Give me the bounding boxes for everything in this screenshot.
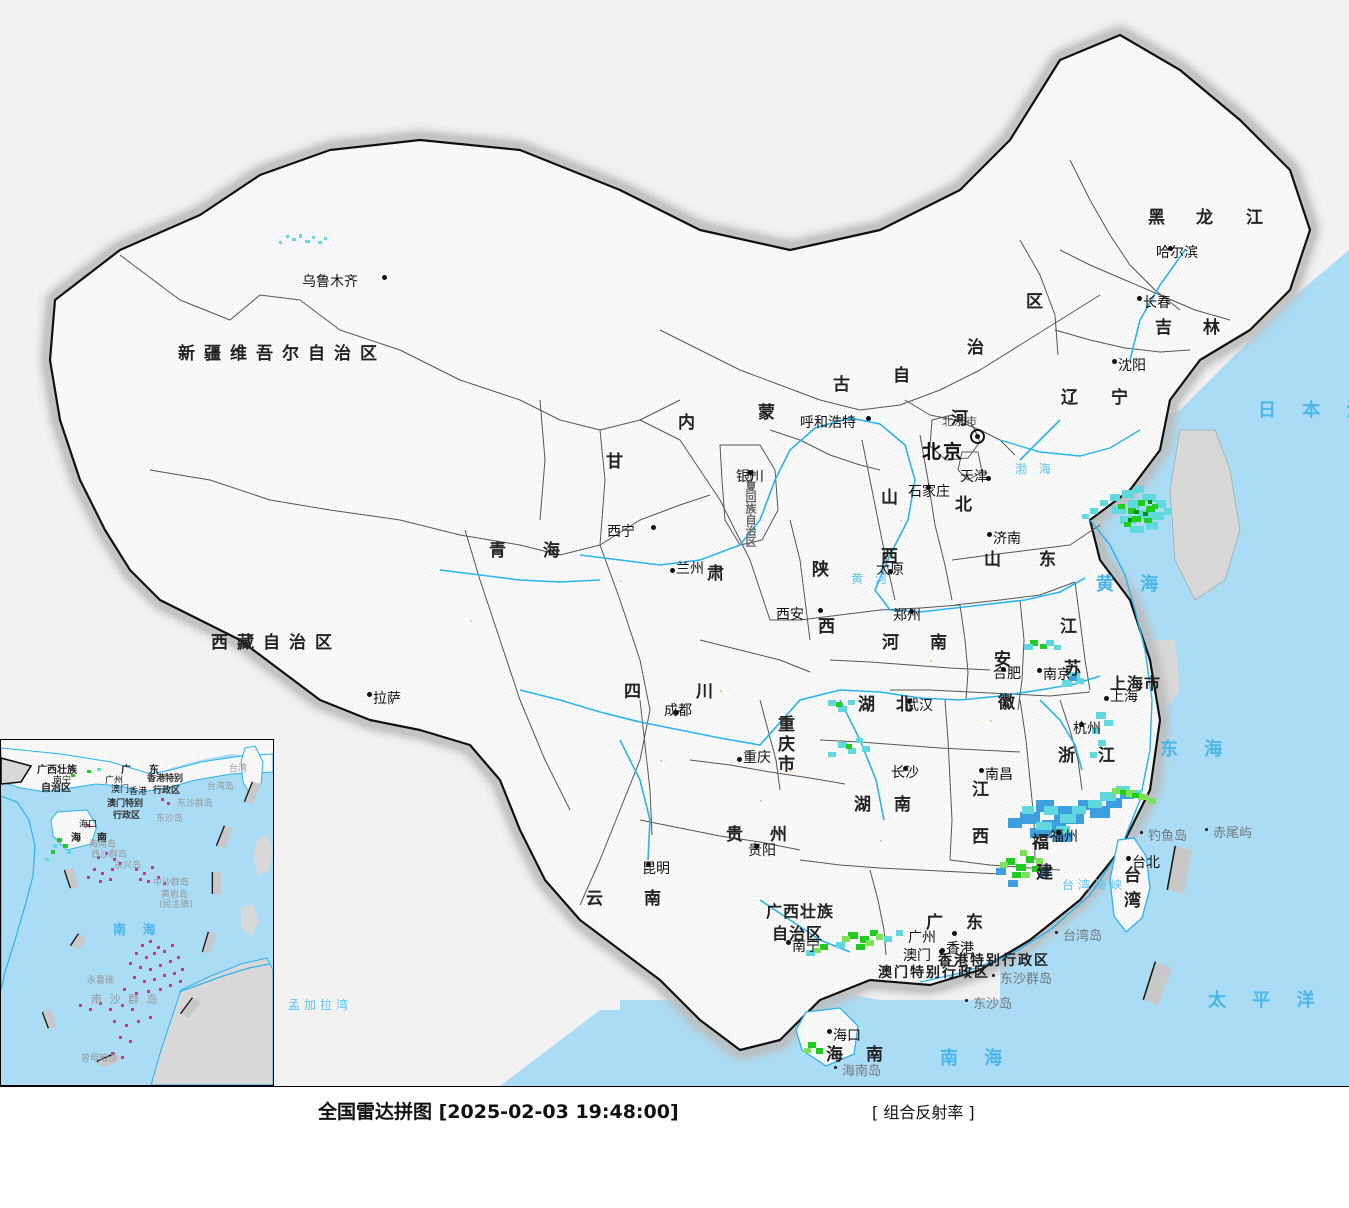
city-marker	[754, 844, 759, 849]
city-marker	[818, 608, 823, 613]
city-marker	[909, 609, 914, 614]
legend-title: 全国雷达拼图 [2025-02-03 19:48:00]	[318, 1101, 679, 1123]
capital-marker	[970, 429, 985, 444]
city-marker	[986, 476, 991, 481]
city-marker	[1001, 667, 1006, 672]
city-marker	[646, 862, 651, 867]
south-china-sea-inset[interactable]: 广西壮族 自治区广东南宁 广州 香港特别 行政区 澳门特别 行政区 香港 澳门 台湾 台湾岛 东沙群岛…	[0, 739, 274, 1086]
island-marker	[965, 999, 968, 1002]
city-marker	[1079, 722, 1084, 727]
city-marker	[1104, 696, 1109, 701]
city-marker	[827, 1029, 832, 1034]
city-marker	[1126, 856, 1131, 861]
city-marker	[1112, 359, 1117, 364]
city-marker	[907, 699, 912, 704]
city-marker	[903, 766, 908, 771]
city-marker	[1168, 246, 1173, 251]
city-marker	[748, 470, 753, 475]
city-marker	[979, 768, 984, 773]
city-marker	[926, 485, 931, 490]
city-marker	[674, 710, 679, 715]
island-marker	[1055, 931, 1058, 934]
city-marker	[987, 532, 992, 537]
inset-map-svg	[1, 740, 273, 1085]
city-marker	[888, 569, 893, 574]
product-label: [ 组合反射率 ]	[872, 1103, 975, 1122]
island-marker	[1205, 828, 1208, 831]
island-marker	[1140, 831, 1143, 834]
city-marker	[737, 757, 742, 762]
radar-echo-layer	[279, 234, 1172, 1054]
legend-panel: 全国雷达拼图 [2025-02-03 19:48:00] [ 组合反射率 ] d…	[0, 1086, 1349, 1208]
city-marker	[952, 931, 957, 936]
city-marker	[866, 416, 871, 421]
city-marker	[651, 525, 656, 530]
city-marker	[939, 949, 944, 954]
city-marker	[1137, 296, 1142, 301]
city-marker	[670, 568, 675, 573]
map-canvas[interactable]: 新疆维吾尔自治区 西藏自治区青海甘肃内蒙古自治区宁夏回族自治区陕西山西河北山东河南…	[0, 0, 1349, 1086]
city-marker	[786, 940, 791, 945]
island-marker	[834, 1066, 837, 1069]
island-marker	[992, 974, 995, 977]
city-marker	[382, 275, 387, 280]
city-marker	[1037, 668, 1042, 673]
city-marker	[1056, 830, 1061, 835]
city-marker	[367, 692, 372, 697]
